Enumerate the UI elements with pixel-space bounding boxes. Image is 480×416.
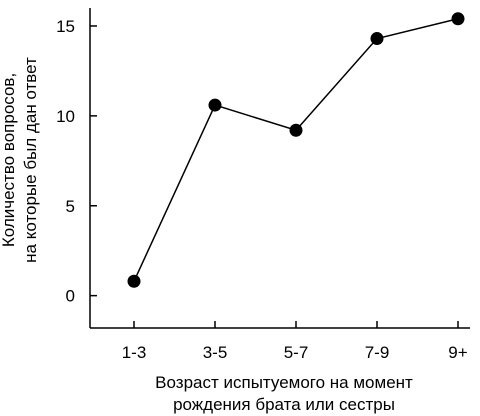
- data-series: [127, 12, 465, 288]
- y-axis-label-line: на которые был дан ответ: [21, 57, 40, 263]
- data-point: [127, 274, 141, 288]
- y-ticks: 0 5 10 15: [56, 17, 97, 306]
- y-tick-label: 15: [56, 17, 75, 36]
- x-tick-label: 7-9: [365, 343, 390, 362]
- y-axis-label-line: Количество вопросов,: [0, 73, 18, 247]
- x-tick-label: 1-3: [122, 343, 147, 362]
- data-point: [451, 12, 465, 26]
- x-tick-label: 3-5: [203, 343, 228, 362]
- y-tick-label: 10: [56, 107, 75, 126]
- x-axis-label-line: рождения брата или сестры: [173, 395, 395, 414]
- chart-axes: [89, 8, 470, 329]
- y-tick-label: 0: [66, 287, 75, 306]
- x-tick-label: 5-7: [284, 343, 309, 362]
- x-ticks: 1-3 3-5 5-7 7-9 9+: [122, 321, 468, 362]
- data-point: [370, 32, 384, 46]
- x-tick-label: 9+: [448, 343, 467, 362]
- series-line: [133, 18, 459, 282]
- y-tick-label: 5: [66, 197, 75, 216]
- y-axis-label: Количество вопросов, на которые был дан о…: [0, 57, 40, 263]
- data-point: [289, 123, 303, 137]
- x-axis-label: Возраст испытуемого на момент рождения бр…: [155, 373, 413, 414]
- data-point: [208, 98, 222, 112]
- x-axis-label-line: Возраст испытуемого на момент: [155, 373, 413, 392]
